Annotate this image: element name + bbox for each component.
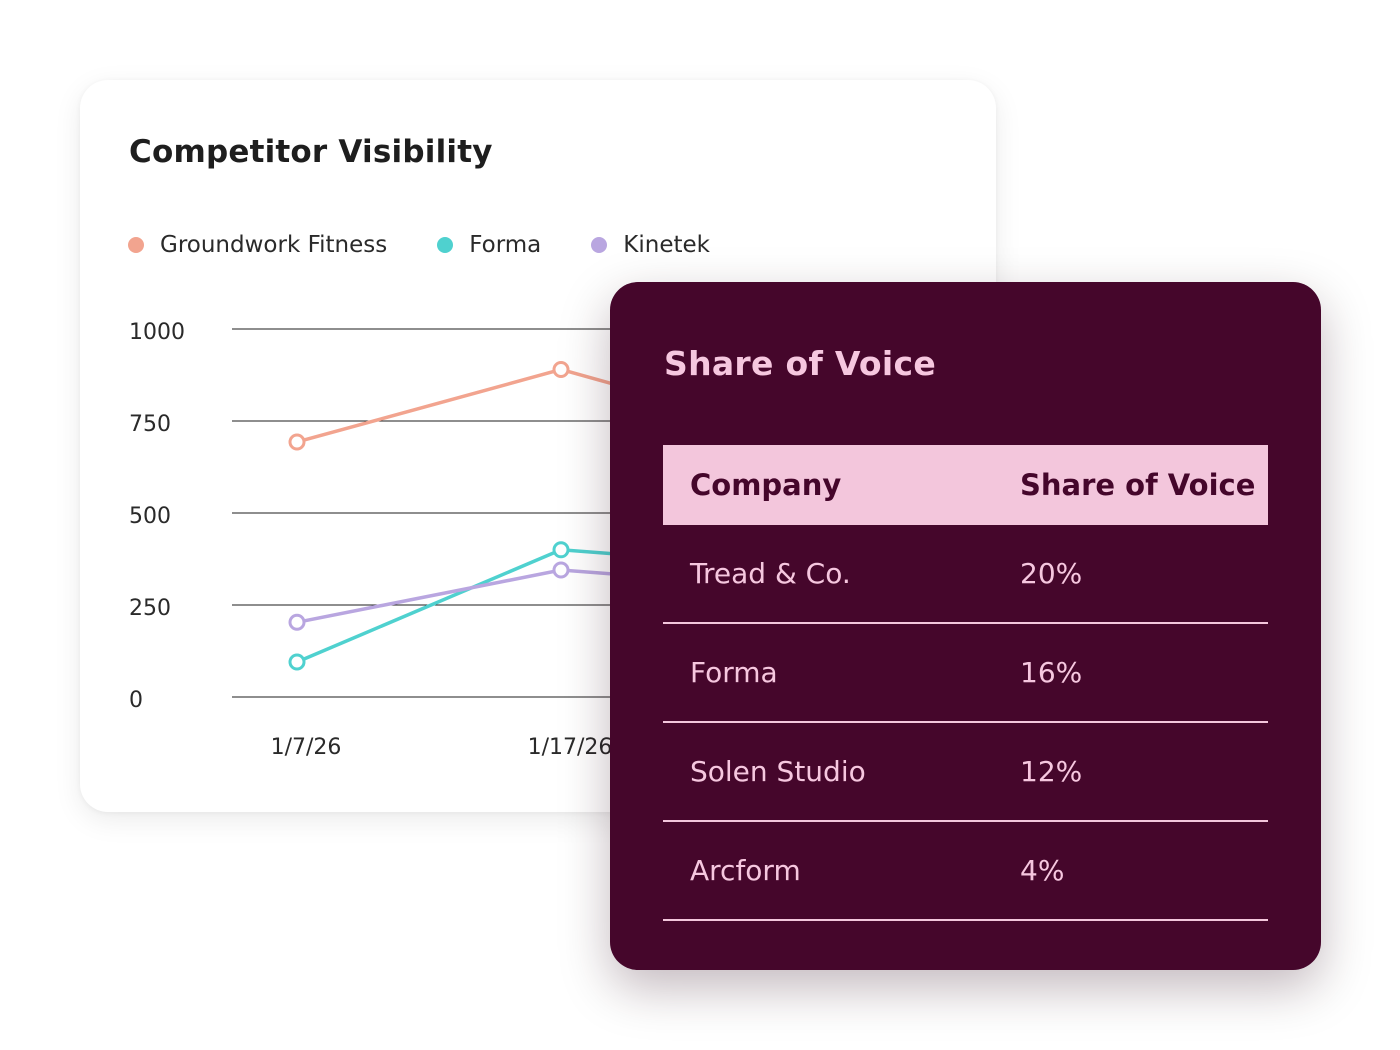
legend-dot-icon: [591, 237, 608, 253]
data-point[interactable]: [552, 561, 570, 579]
series-line: [296, 548, 641, 664]
y-tick-label: 750: [129, 412, 171, 437]
data-point[interactable]: [288, 613, 306, 631]
share-of-voice-card: Share of Voice Company Share of Voice Tr…: [610, 282, 1321, 970]
legend-item-forma[interactable]: Forma: [437, 232, 541, 258]
legend-label: Groundwork Fitness: [160, 232, 388, 258]
company-cell: Tread & Co.: [690, 557, 851, 590]
legend-item-kinetek[interactable]: Kinetek: [591, 232, 710, 258]
legend-dot-icon: [437, 237, 454, 253]
y-tick-label: 250: [129, 596, 171, 621]
x-tick-label: 1/17/26: [528, 735, 613, 760]
y-tick-label: 0: [129, 688, 143, 713]
legend-dot-icon: [128, 237, 144, 253]
data-point[interactable]: [552, 541, 570, 559]
column-header-company[interactable]: Company: [690, 468, 842, 502]
legend-item-groundwork[interactable]: Groundwork Fitness: [128, 232, 387, 258]
column-header-share[interactable]: Share of Voice: [1020, 468, 1256, 502]
sov-table: Company Share of Voice Tread & Co. 20% F…: [663, 445, 1268, 921]
data-point[interactable]: [552, 360, 570, 378]
chart-y-ticks: 1000 750 500 250 0: [129, 320, 185, 713]
table-row[interactable]: Forma 16%: [663, 624, 1268, 723]
company-cell: Arcform: [690, 854, 801, 887]
series-line: [296, 367, 641, 444]
company-cell: Solen Studio: [690, 755, 866, 788]
sov-card-title: Share of Voice: [664, 344, 937, 383]
share-cell: 4%: [1020, 854, 1065, 887]
y-tick-label: 1000: [129, 320, 185, 345]
company-cell: Forma: [690, 656, 778, 689]
chart-legend: Groundwork Fitness Forma Kinetek: [128, 232, 760, 258]
table-row[interactable]: Tread & Co. 20%: [663, 525, 1268, 624]
share-cell: 20%: [1020, 557, 1083, 590]
data-point[interactable]: [288, 433, 306, 451]
share-cell: 16%: [1020, 656, 1083, 689]
chart-x-ticks: 1/7/26 1/17/26: [271, 735, 613, 760]
legend-label: Kinetek: [623, 232, 710, 258]
table-row[interactable]: Solen Studio 12%: [663, 723, 1268, 822]
visibility-card-title: Competitor Visibility: [129, 134, 493, 170]
y-tick-label: 500: [129, 504, 171, 529]
share-cell: 12%: [1020, 755, 1083, 788]
series-line: [296, 568, 641, 625]
legend-label: Forma: [469, 232, 542, 258]
data-point[interactable]: [288, 653, 306, 671]
chart-series: [288, 360, 641, 671]
x-tick-label: 1/7/26: [271, 735, 342, 760]
table-row[interactable]: Arcform 4%: [663, 822, 1268, 921]
sov-table-header: Company Share of Voice: [663, 445, 1268, 525]
